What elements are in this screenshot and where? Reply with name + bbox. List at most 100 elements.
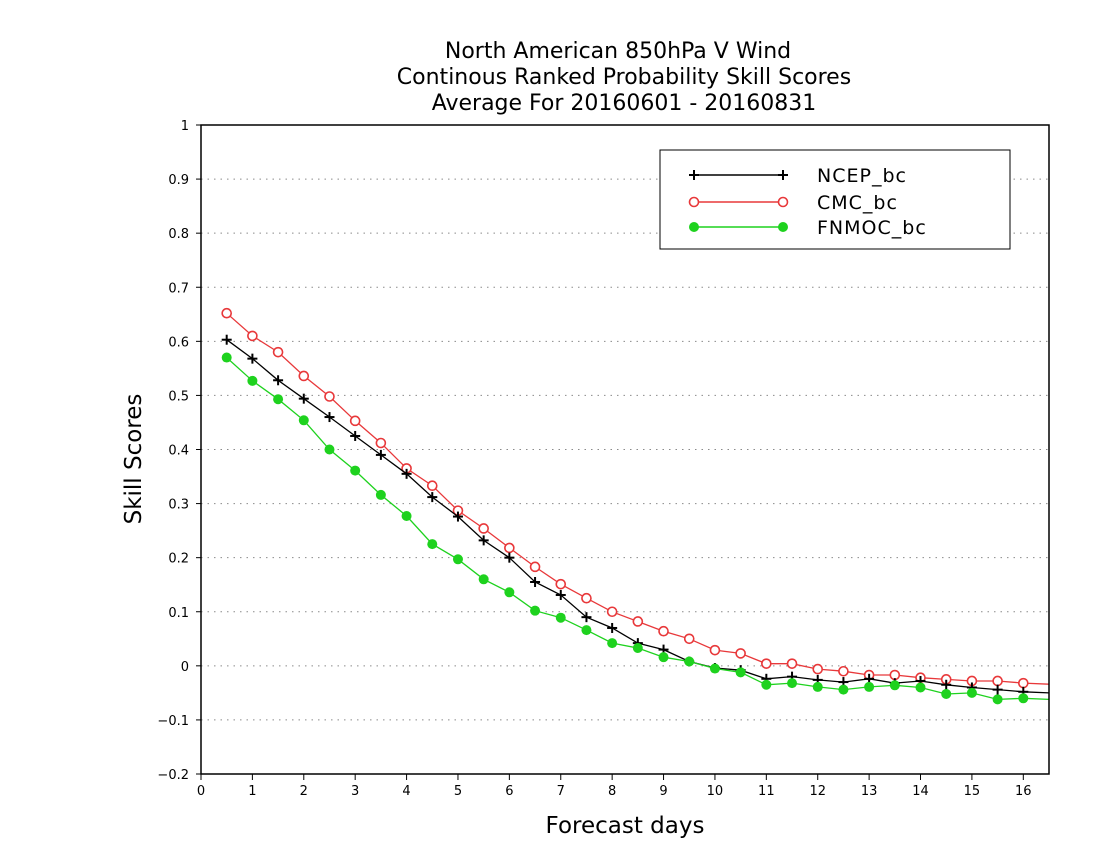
data-point-ncep_bc <box>607 622 618 633</box>
data-point-fnmoc_bc <box>966 687 977 698</box>
data-point-cmc_bc <box>581 592 592 604</box>
data-point-fnmoc_bc <box>401 511 412 522</box>
y-tick-label: 0.6 <box>168 335 189 350</box>
data-point-ncep_bc <box>427 492 438 503</box>
x-tick-label: 9 <box>659 784 667 799</box>
x-tick-label: 16 <box>1015 784 1032 799</box>
data-point-fnmoc_bc <box>298 415 309 426</box>
y-tick-label: 0.7 <box>168 281 189 296</box>
data-point-cmc_bc <box>504 542 515 554</box>
data-point-ncep_bc <box>273 375 284 386</box>
series-line-cmc_bc <box>226 312 1050 685</box>
x-tick-label: 12 <box>809 784 826 799</box>
y-tick-label: 0 <box>181 660 189 675</box>
x-tick-label: 13 <box>861 784 878 799</box>
legend-marker <box>778 170 788 180</box>
data-point-ncep_bc <box>221 334 232 345</box>
data-point-ncep_bc <box>581 612 592 623</box>
data-point-ncep_bc <box>401 468 412 479</box>
legend-label: FNMOC_bc <box>817 217 927 239</box>
data-point-cmc_bc <box>683 633 695 645</box>
data-point-cmc_bc <box>838 665 849 677</box>
data-point-ncep_bc <box>324 412 335 423</box>
legend-marker <box>688 196 700 208</box>
y-axis-label: Skill Scores <box>121 394 147 525</box>
data-point-ncep_bc <box>478 535 489 546</box>
data-point-fnmoc_bc <box>478 574 489 585</box>
data-point-fnmoc_bc <box>247 375 258 386</box>
axis-ticks: −0.2−0.100.10.20.30.40.50.60.70.80.910 1 2… <box>157 119 1031 799</box>
data-point-cmc_bc <box>992 675 1003 687</box>
chart-title: North American 850hPa V Wind Continous R… <box>397 39 851 116</box>
data-point-fnmoc_bc <box>530 605 541 616</box>
data-point-cmc_bc <box>247 330 258 342</box>
data-point-cmc_bc <box>632 616 644 627</box>
data-point-fnmoc_bc <box>761 679 772 690</box>
x-tick-label: 1 <box>248 784 256 799</box>
data-point-fnmoc_bc <box>555 612 566 623</box>
data-point-ncep_bc <box>941 679 952 690</box>
x-tick-label: 14 <box>912 784 929 799</box>
data-point-fnmoc_bc <box>889 680 900 691</box>
x-tick-label: 10 <box>707 784 724 799</box>
x-tick-label: 7 <box>557 784 565 799</box>
y-tick-label: 0.4 <box>168 444 189 459</box>
data-point-cmc_bc <box>324 391 335 402</box>
data-point-fnmoc_bc <box>632 642 643 653</box>
x-tick-label: 11 <box>758 784 775 799</box>
x-tick-label: 2 <box>300 784 308 799</box>
data-point-ncep_bc <box>247 353 258 364</box>
legend-marker <box>689 222 699 232</box>
series-fnmoc_bc <box>221 352 1050 705</box>
data-point-fnmoc_bc <box>375 489 386 500</box>
data-point-fnmoc_bc <box>1018 693 1029 704</box>
legend-marker <box>689 170 699 180</box>
y-tick-label: 0.2 <box>168 552 189 567</box>
x-tick-label: 3 <box>351 784 359 799</box>
data-point-fnmoc_bc <box>735 667 746 678</box>
data-point-fnmoc_bc <box>709 663 720 674</box>
legend-item-ncep_bc: NCEP_bc <box>689 165 907 187</box>
series-cmc_bc <box>221 307 1050 689</box>
x-tick-label: 0 <box>197 784 205 799</box>
grid <box>201 178 1049 721</box>
data-point-cmc_bc <box>735 648 746 659</box>
data-point-ncep_bc <box>375 449 386 460</box>
legend-item-cmc_bc: CMC_bc <box>688 192 898 214</box>
data-point-fnmoc_bc <box>324 444 335 455</box>
data-point-cmc_bc <box>812 663 824 675</box>
data-point-fnmoc_bc <box>221 352 232 363</box>
data-point-fnmoc_bc <box>427 539 438 550</box>
x-tick-label: 15 <box>964 784 981 799</box>
data-point-cmc_bc <box>555 578 567 590</box>
title-line-3: Average For 20160601 - 20160831 <box>432 91 817 116</box>
y-tick-label: 0.8 <box>168 227 189 242</box>
y-tick-label: −0.2 <box>157 768 189 783</box>
x-tick-label: 4 <box>402 784 410 799</box>
legend-marker <box>778 222 788 232</box>
y-tick-label: 0.3 <box>168 498 189 513</box>
data-point-cmc_bc <box>709 644 721 656</box>
data-point-cmc_bc <box>761 658 772 669</box>
data-point-cmc_bc <box>786 658 798 669</box>
x-tick-label: 8 <box>608 784 616 799</box>
data-point-fnmoc_bc <box>812 681 823 692</box>
data-point-cmc_bc <box>478 523 489 534</box>
data-point-fnmoc_bc <box>581 625 592 636</box>
y-tick-label: 0.1 <box>168 606 189 621</box>
data-point-fnmoc_bc <box>607 638 618 649</box>
legend-label: NCEP_bc <box>817 165 907 187</box>
data-point-ncep_bc <box>555 589 566 600</box>
data-point-fnmoc_bc <box>941 688 952 699</box>
legend-label: CMC_bc <box>817 192 898 214</box>
data-point-fnmoc_bc <box>658 652 669 663</box>
x-tick-label: 5 <box>454 784 462 799</box>
data-point-cmc_bc <box>298 370 310 382</box>
data-point-cmc_bc <box>375 437 387 449</box>
title-line-1: North American 850hPa V Wind <box>445 39 791 64</box>
data-point-ncep_bc <box>350 430 361 441</box>
series-ncep_bc <box>221 334 1050 697</box>
data-point-cmc_bc <box>221 307 232 319</box>
